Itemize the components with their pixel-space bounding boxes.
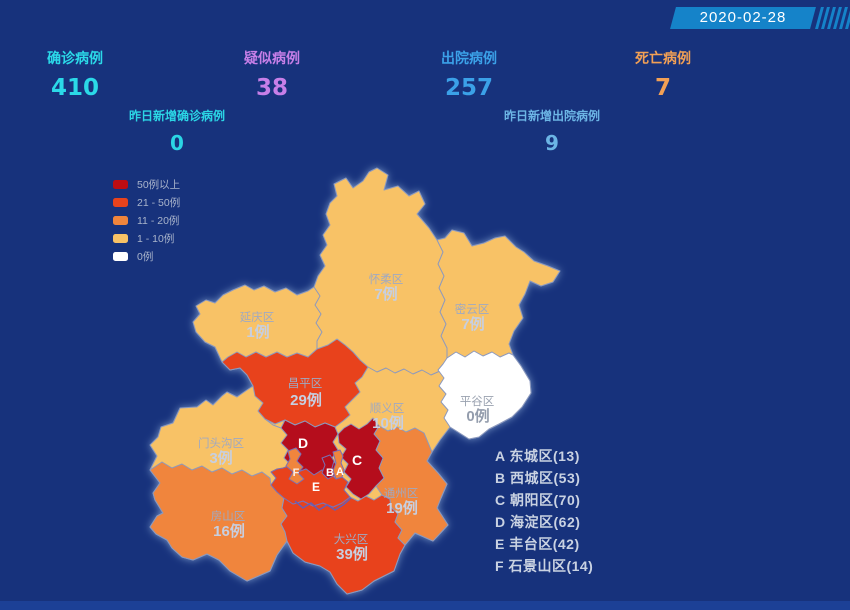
label-tongzhou-count: 19例 bbox=[386, 499, 418, 517]
border-huairou-miyun bbox=[436, 239, 448, 358]
legend-swatch-zero bbox=[113, 251, 128, 261]
legend-item-zero[interactable]: 0例 bbox=[113, 247, 180, 265]
stat-deaths: 死亡病例 7 bbox=[603, 48, 723, 101]
label-huairou-name: 怀柔区 bbox=[369, 273, 404, 286]
label-yanqing-count: 1例 bbox=[246, 323, 269, 341]
label-tongzhou-name: 通州区 bbox=[384, 487, 419, 500]
stat-new-discharged: 昨日新增出院病例 9 bbox=[472, 107, 632, 155]
label-fangshan-name: 房山区 bbox=[211, 510, 246, 523]
label-mentougou-name: 门头沟区 bbox=[198, 436, 244, 450]
list-item-fengtai: E 丰台区(42) bbox=[495, 536, 580, 552]
stat-suspected-label: 疑似病例 bbox=[244, 50, 300, 66]
map-region-changping[interactable] bbox=[221, 338, 369, 428]
label-changping-count: 29例 bbox=[290, 391, 322, 409]
list-item-shijingshan: F 石景山区(14) bbox=[495, 558, 594, 574]
legend-label: 21 - 50例 bbox=[137, 196, 181, 209]
legend-label: 11 - 20例 bbox=[137, 214, 180, 227]
label-miyun-name: 密云区 bbox=[455, 302, 490, 316]
label-pinggu-count: 0例 bbox=[466, 407, 489, 425]
letter-xicheng-B: B bbox=[326, 467, 334, 479]
legend-item-11-20[interactable]: 11 - 20例 bbox=[113, 211, 180, 229]
bottom-decor-bar bbox=[0, 601, 850, 610]
list-item-chaoyang: C 朝阳区(70) bbox=[495, 492, 581, 508]
label-yanqing-name: 延庆区 bbox=[240, 310, 275, 324]
stat-discharged-label: 出院病例 bbox=[441, 50, 497, 66]
legend-label: 0例 bbox=[137, 250, 154, 263]
legend-label: 50例以上 bbox=[137, 178, 181, 191]
stat-new-confirmed: 昨日新增确诊病例 0 bbox=[97, 107, 257, 155]
map-region-pinggu[interactable] bbox=[437, 350, 532, 440]
stat-discharged: 出院病例 257 bbox=[409, 48, 529, 101]
label-daxing-count: 39例 bbox=[336, 545, 368, 563]
stat-new-confirmed-value: 0 bbox=[170, 131, 184, 155]
legend-item-over50[interactable]: 50例以上 bbox=[113, 175, 180, 193]
stat-suspected-value: 38 bbox=[255, 75, 288, 101]
label-miyun-count: 7例 bbox=[461, 315, 484, 333]
legend-swatch-1-10 bbox=[113, 233, 128, 243]
letter-shijingshan-F: F bbox=[293, 467, 300, 479]
label-fangshan-count: 16例 bbox=[213, 522, 245, 540]
border-mentougou-haidian bbox=[264, 418, 282, 429]
list-item-xicheng: B 西城区(53) bbox=[495, 470, 581, 486]
map-region-shijingshan[interactable] bbox=[285, 447, 305, 485]
letter-haidian-D: D bbox=[298, 435, 308, 451]
label-changping-name: 昌平区 bbox=[288, 377, 323, 390]
stat-deaths-value: 7 bbox=[654, 75, 671, 101]
stat-confirmed: 确诊病例 410 bbox=[15, 48, 135, 101]
legend-item-1-10[interactable]: 1 - 10例 bbox=[113, 229, 180, 247]
stat-deaths-label: 死亡病例 bbox=[635, 50, 691, 66]
stat-discharged-value: 257 bbox=[444, 75, 493, 101]
central-district-list: A 东城区(13) B 西城区(53) C 朝阳区(70) D 海淀区(62) … bbox=[495, 445, 593, 577]
river-line bbox=[294, 497, 352, 511]
stat-confirmed-label: 确诊病例 bbox=[47, 50, 103, 66]
border-yanqing-huairou bbox=[313, 286, 323, 349]
list-item-haidian: D 海淀区(62) bbox=[495, 514, 581, 530]
stat-new-discharged-value: 9 bbox=[545, 131, 559, 155]
stat-suspected: 疑似病例 38 bbox=[212, 48, 332, 101]
letter-fengtai-E: E bbox=[312, 480, 320, 494]
label-shunyi-name: 顺义区 bbox=[370, 402, 405, 415]
map-region-chaoyang[interactable] bbox=[337, 417, 385, 500]
letter-dongcheng-A: A bbox=[336, 466, 344, 478]
label-mentougou-count: 3例 bbox=[209, 449, 232, 467]
stat-new-confirmed-label: 昨日新增确诊病例 bbox=[128, 109, 225, 123]
label-daxing-name: 大兴区 bbox=[334, 532, 369, 546]
legend-swatch-over50 bbox=[113, 179, 128, 189]
legend-swatch-21-50 bbox=[113, 197, 128, 207]
label-pinggu-name: 平谷区 bbox=[460, 395, 495, 408]
legend-item-21-50[interactable]: 21 - 50例 bbox=[113, 193, 180, 211]
list-item-dongcheng: A 东城区(13) bbox=[495, 448, 580, 464]
stat-confirmed-value: 410 bbox=[50, 75, 99, 101]
map-region-dongcheng[interactable] bbox=[332, 449, 345, 480]
label-huairou-count: 7例 bbox=[374, 285, 397, 303]
stat-new-discharged-label: 昨日新增出院病例 bbox=[503, 109, 600, 123]
legend-swatch-11-20 bbox=[113, 215, 128, 225]
letter-chaoyang-C: C bbox=[352, 452, 362, 468]
legend-label: 1 - 10例 bbox=[137, 232, 175, 245]
label-shunyi-count: 10例 bbox=[372, 414, 404, 432]
map-legend: 50例以上 21 - 50例 11 - 20例 1 - 10例 0例 bbox=[113, 175, 180, 265]
